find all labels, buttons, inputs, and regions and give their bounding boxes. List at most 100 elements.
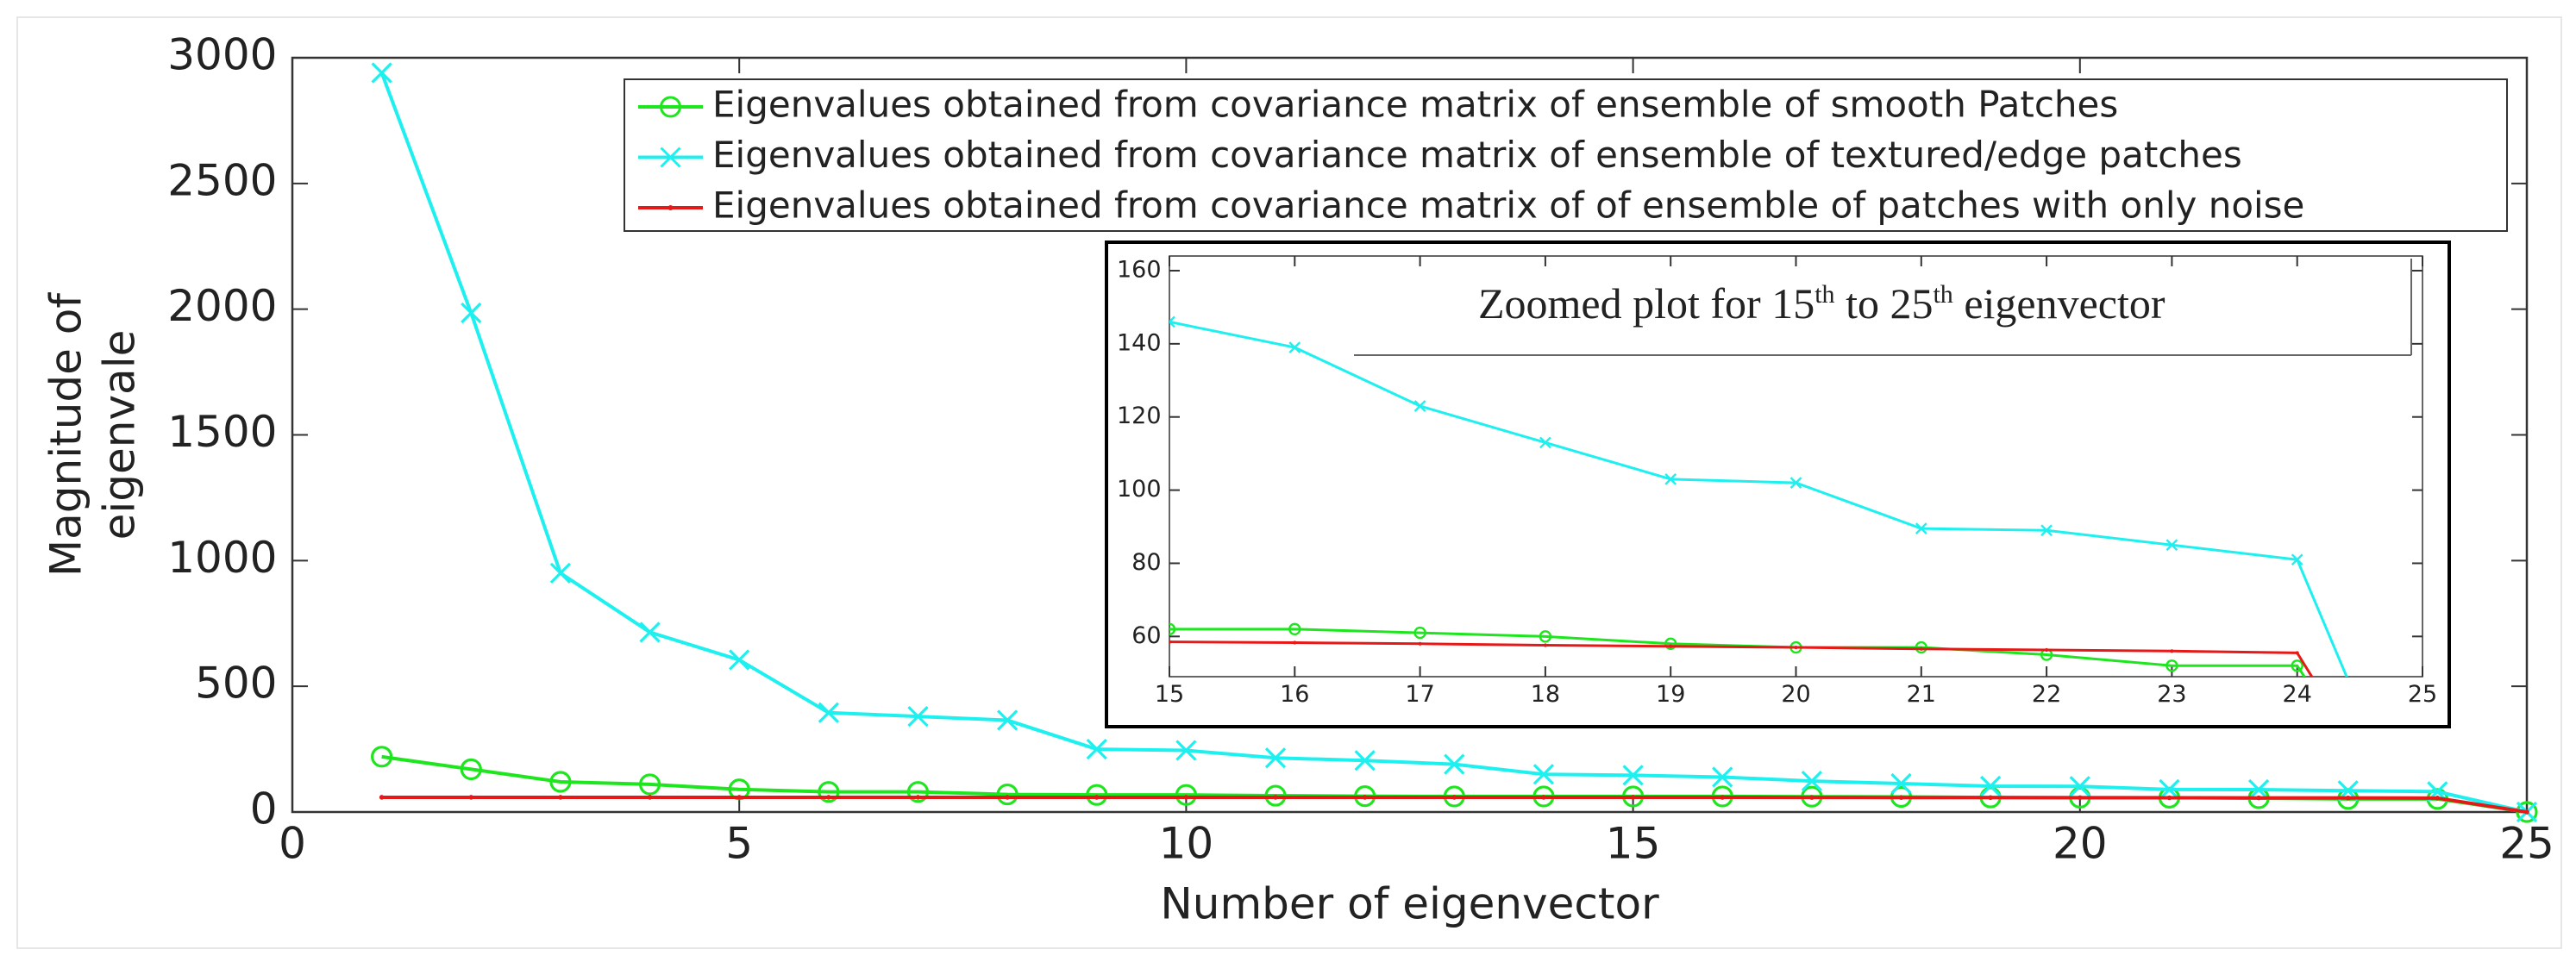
marker <box>1094 795 1100 800</box>
marker <box>1418 641 1422 646</box>
marker <box>2165 659 2178 672</box>
marker <box>2345 795 2351 801</box>
marker <box>906 781 930 803</box>
x-tick-label: 25 <box>2499 819 2554 869</box>
marker <box>1288 341 1301 353</box>
marker <box>1005 795 1010 800</box>
marker <box>1789 477 1802 489</box>
marker <box>1543 643 1547 647</box>
marker <box>818 781 840 803</box>
inset-title: Zoomed plot for 15th to 25th eigenvector <box>1478 279 2165 328</box>
marker <box>1622 765 1644 786</box>
marker <box>1444 753 1465 775</box>
marker <box>1801 770 1823 792</box>
marker <box>468 795 474 800</box>
legend-box <box>624 78 2508 232</box>
marker <box>1273 795 1278 800</box>
marker <box>1264 747 1287 769</box>
x-tick-label: 10 <box>1159 819 1214 869</box>
page-frame <box>16 16 2562 949</box>
marker <box>2069 776 2090 797</box>
marker <box>1413 626 1426 640</box>
y-tick-label: 500 <box>195 659 277 709</box>
marker <box>818 702 839 723</box>
x-tick-label: 16 <box>1280 681 1309 708</box>
y-tick-label: 120 <box>1117 403 1162 429</box>
legend-marker <box>660 96 681 118</box>
marker <box>1988 795 1993 801</box>
legend-label: Eigenvalues obtained from covariance mat… <box>712 134 2242 176</box>
x-tick-label: 23 <box>2157 681 2186 708</box>
legend-marker <box>660 147 681 168</box>
marker <box>2247 778 2270 801</box>
marker <box>1288 622 1301 636</box>
marker <box>1086 784 1108 806</box>
marker <box>379 795 385 800</box>
marker <box>1169 315 1175 328</box>
marker <box>1413 400 1426 412</box>
marker <box>1169 640 1172 644</box>
legend-label: Eigenvalues obtained from covariance mat… <box>712 184 2304 227</box>
marker <box>729 649 750 671</box>
y-tick-label: 1500 <box>167 407 277 457</box>
inset-chart: 15 16 17 18 19 20 21 22 23 24 25 60 80 100 120 140 160 Zo… <box>1105 240 2451 861</box>
x-tick-label: 15 <box>1155 681 1184 708</box>
y-tick-label: 2500 <box>167 155 277 205</box>
marker <box>371 62 392 84</box>
plot-marks <box>371 62 2538 823</box>
marker <box>2159 778 2180 801</box>
marker <box>371 746 393 768</box>
marker <box>1293 640 1297 645</box>
legend: Eigenvalues obtained from covariance mat… <box>624 78 2508 232</box>
marker <box>2417 851 2428 861</box>
marker <box>2295 651 2299 655</box>
x-tick-label: 17 <box>1405 681 1434 708</box>
marker <box>2078 795 2083 801</box>
x-tick-label: 18 <box>1531 681 1560 708</box>
marker <box>915 795 921 800</box>
plot-marks <box>1169 315 2428 861</box>
marker <box>1539 630 1552 643</box>
marker <box>1915 522 1927 534</box>
marker <box>1354 750 1376 771</box>
y-tick-label: 3000 <box>167 30 277 80</box>
x-tick-label: 25 <box>2408 681 2437 708</box>
marker <box>1669 644 1673 648</box>
y-tick-label: 2000 <box>167 281 277 331</box>
y-tick-label: 80 <box>1131 549 1161 576</box>
x-tick-label: 0 <box>279 819 306 869</box>
marker <box>1539 436 1551 449</box>
marker <box>1451 795 1457 800</box>
marker <box>2291 659 2303 672</box>
x-tick-label: 19 <box>1656 681 1685 708</box>
marker <box>1915 640 1928 654</box>
marker <box>2417 851 2428 861</box>
title-superscript: th <box>1814 280 1834 309</box>
marker <box>1664 473 1677 485</box>
x-tick-label: 20 <box>1781 681 1810 708</box>
y-tick-label: 140 <box>1117 329 1162 356</box>
marker <box>907 706 929 728</box>
marker <box>736 795 742 800</box>
title-part: to 25 <box>1835 279 1934 328</box>
title-part: eigenvector <box>1953 279 2165 328</box>
marker <box>1541 795 1546 800</box>
marker <box>1362 795 1368 800</box>
legend-marker <box>668 205 674 210</box>
plot-area <box>1169 255 2423 678</box>
x-axis-label: Number of eigenvector <box>1160 879 1659 929</box>
marker <box>2040 524 2053 537</box>
marker <box>996 783 1018 806</box>
x-tick-label: 20 <box>2053 819 2108 869</box>
marker <box>826 795 831 800</box>
marker <box>1630 795 1636 800</box>
marker <box>2256 795 2261 801</box>
marker <box>1720 795 1726 800</box>
marker <box>647 795 653 800</box>
marker <box>2435 796 2441 801</box>
marker <box>1175 740 1197 761</box>
marker <box>461 302 482 324</box>
y-tick-label: 100 <box>1117 476 1162 503</box>
title-part: Zoomed plot for 15 <box>1478 279 1814 328</box>
marker <box>2166 795 2172 801</box>
